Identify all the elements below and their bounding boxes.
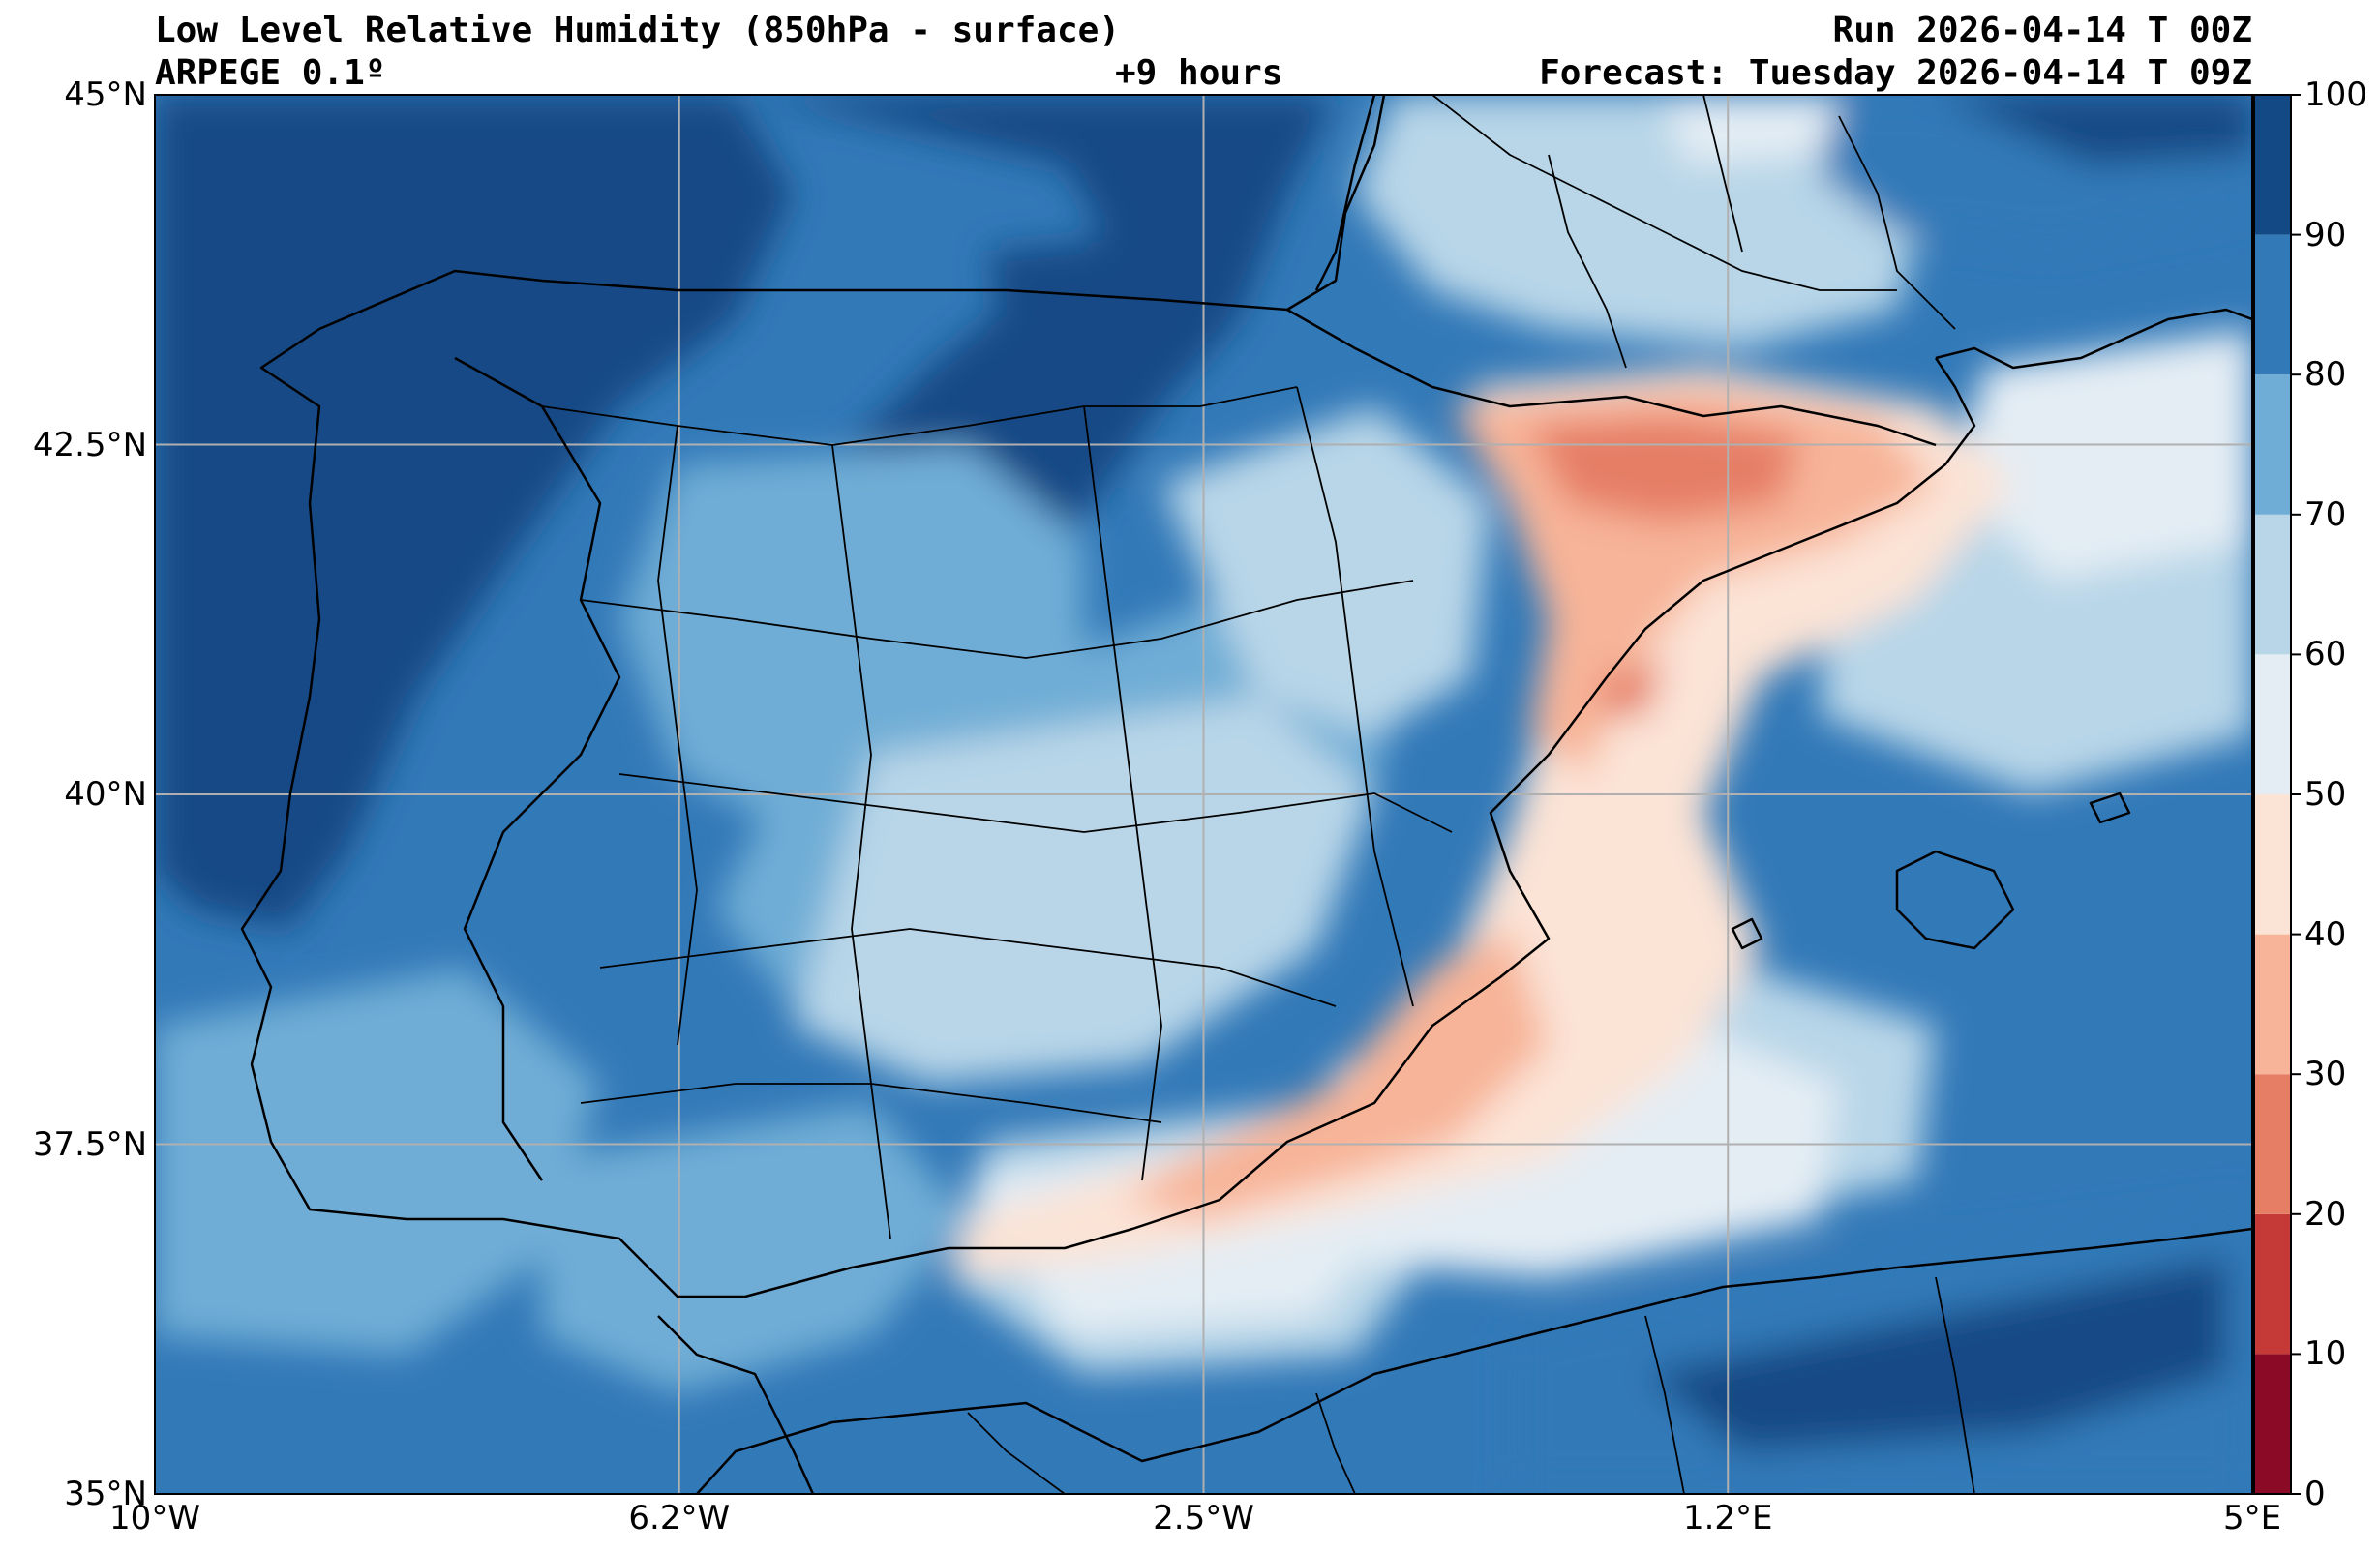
colorbar-tick-label: 10: [2305, 1334, 2347, 1374]
lat-tick-label: 35°N: [64, 1475, 147, 1513]
admin-borders: [541, 95, 1975, 1494]
colorbar-ticks: [2291, 94, 2301, 1495]
colorbar-segment-7: [2254, 374, 2291, 515]
plot-frame: [154, 94, 2253, 1495]
colorbar-tick-label: 80: [2305, 355, 2347, 395]
colorbar-segment-5: [2254, 654, 2291, 794]
forecast-label: Forecast: Tuesday 2026-04-14 T 09Z: [1539, 53, 2252, 93]
lat-tick-label: 42.5°N: [32, 425, 147, 464]
colorbar-segment-9: [2254, 95, 2291, 235]
colorbar: [2254, 95, 2291, 1494]
humidity-field: [155, 95, 2252, 1494]
lon-tick-label: 2.5°W: [1153, 1499, 1254, 1537]
lon-tick-label: 1.2°E: [1682, 1499, 1773, 1537]
map-grid: [155, 95, 2252, 1494]
lon-tick-label: 5°E: [2222, 1499, 2282, 1537]
map-title: Low Level Relative Humidity (850hPa - su…: [155, 11, 1120, 50]
colorbar-tick-label: 30: [2305, 1055, 2347, 1094]
colorbar-segment-0: [2254, 1354, 2291, 1494]
colorbar-tick-label: 70: [2305, 494, 2347, 534]
colorbar-segment-6: [2254, 514, 2291, 655]
lead-time-label: +9 hours: [1115, 53, 1283, 93]
colorbar-tick-label: 60: [2305, 635, 2347, 674]
coastlines: [240, 95, 2252, 1494]
lat-tick-label: 45°N: [64, 75, 147, 114]
colorbar-segment-8: [2254, 234, 2291, 375]
lat-tick-label: 37.5°N: [32, 1124, 147, 1164]
lon-tick-label: 10°W: [109, 1499, 200, 1537]
colorbar-tick-label: 0: [2305, 1475, 2326, 1513]
lon-tick-label: 6.2°W: [628, 1499, 731, 1537]
colorbar-tick-label: 20: [2305, 1194, 2347, 1234]
model-label: ARPEGE 0.1º: [155, 53, 386, 93]
lat-tick-label: 40°N: [64, 775, 147, 814]
colorbar-segment-4: [2254, 794, 2291, 935]
run-label: Run 2026-04-14 T 00Z: [1832, 11, 2252, 50]
colorbar-tick-label: 90: [2305, 215, 2347, 254]
colorbar-tick-label: 100: [2305, 75, 2367, 114]
colorbar-segment-1: [2254, 1213, 2291, 1355]
colorbar-tick-label: 50: [2305, 775, 2347, 814]
colorbar-tick-label: 40: [2305, 914, 2347, 954]
colorbar-segment-3: [2254, 934, 2291, 1075]
colorbar-segment-2: [2254, 1074, 2291, 1214]
